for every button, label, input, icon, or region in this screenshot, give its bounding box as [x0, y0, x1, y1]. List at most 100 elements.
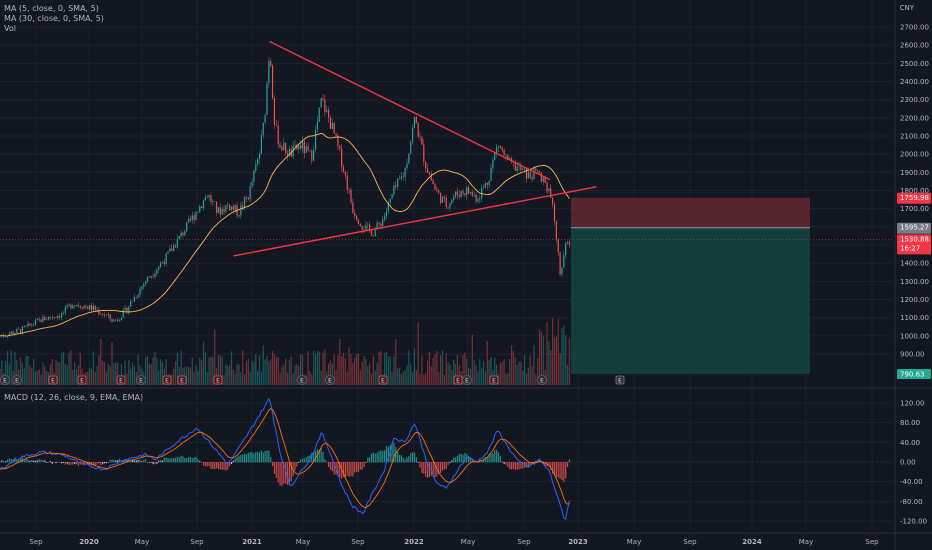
earnings-marker-icon[interactable]: E [489, 375, 499, 385]
candle-body [326, 109, 328, 112]
earnings-marker-icon[interactable]: E [12, 375, 22, 385]
volume-bar [10, 350, 12, 385]
candle-body [70, 304, 72, 309]
x-tick-label: 2022 [404, 538, 424, 546]
candle-body [247, 197, 249, 200]
macd-histogram-bar [398, 454, 401, 463]
macd-histogram-bar [281, 462, 283, 486]
volume-bar [475, 365, 477, 385]
earnings-marker-icon[interactable]: E [325, 375, 335, 385]
volume-bar [301, 354, 304, 385]
candle-body [501, 147, 503, 150]
macd-histogram-bar [555, 462, 557, 478]
volume-bar [109, 366, 111, 385]
macd-histogram-bar [440, 462, 442, 473]
macd-histogram-bar [12, 459, 14, 463]
candle-body [413, 117, 416, 128]
volume-bar [398, 367, 401, 385]
volume-bar [309, 371, 311, 385]
trendlines[interactable] [233, 40, 597, 257]
candle-body [249, 186, 251, 200]
macd-histogram-bar [111, 459, 113, 463]
volume-bar [367, 366, 369, 385]
earnings-marker-icon[interactable]: E [537, 375, 547, 385]
volume-bar [92, 351, 94, 385]
ma30-line [0, 132, 570, 337]
candle-body [33, 324, 35, 326]
macd-y-tick-label: -80.00 [900, 498, 923, 506]
earnings-marker-icon[interactable]: E [77, 375, 87, 385]
position-tool[interactable] [0, 197, 892, 374]
earnings-marker-icon[interactable]: E [462, 375, 472, 385]
candle-body [8, 333, 10, 336]
macd-histogram-bar [150, 462, 152, 463]
x-tick-label: May [135, 538, 149, 546]
volume-bar [352, 362, 354, 385]
candle-body [240, 205, 242, 216]
macd-histogram-bar [454, 457, 457, 463]
candle-body [197, 211, 199, 213]
earnings-marker-icon[interactable]: E [297, 375, 307, 385]
earnings-marker-icon[interactable]: E [378, 375, 388, 385]
candle-body [217, 207, 220, 213]
volume-bar [537, 358, 539, 385]
legend-ma5[interactable]: MA (5, close, 0, SMA, 5) [4, 4, 99, 13]
volume-bar [0, 368, 1, 385]
candle-body [150, 276, 152, 278]
candle-body [279, 144, 281, 148]
volume-bar [397, 368, 399, 385]
macd-histogram-bar [378, 451, 380, 463]
volume-bar [6, 350, 9, 385]
candle-body [484, 183, 487, 188]
resistance-trendline[interactable] [269, 40, 551, 181]
legend-ma30[interactable]: MA (30, close, 0, SMA, 5) [4, 14, 104, 23]
candle-body [529, 171, 531, 178]
candle-body [232, 206, 234, 210]
macd-histogram-bar [103, 462, 106, 464]
legend-macd[interactable]: MACD (12, 26, close, 9, EMA, EMA) [4, 393, 144, 402]
earnings-marker-icon[interactable]: E [48, 375, 58, 385]
candle-body [260, 135, 262, 154]
candle-body [322, 98, 324, 100]
macd-histogram-bar [240, 454, 242, 463]
macd-histogram-bar [118, 458, 121, 463]
legend-volume[interactable]: Vol [4, 24, 16, 33]
earnings-marker-icon[interactable]: E [116, 375, 126, 385]
earnings-marker-icon[interactable]: E [453, 375, 463, 385]
macd-histogram-bar [568, 459, 571, 463]
volume-bar [253, 361, 255, 385]
macd-histogram-bar [387, 446, 389, 463]
volume-bar [193, 372, 195, 385]
earnings-badge [77, 375, 87, 385]
volume-bar [271, 350, 274, 385]
earnings-marker-icon[interactable]: E [177, 375, 187, 385]
macd-histogram-bar [5, 461, 7, 463]
earnings-marker-icon[interactable]: E [162, 375, 172, 385]
stop-loss-zone[interactable] [571, 197, 810, 228]
take-profit-zone[interactable] [571, 227, 810, 374]
earnings-marker-icon[interactable]: E [213, 375, 223, 385]
macd-histogram-bar [430, 462, 432, 476]
volume-bar [458, 365, 460, 385]
volume-bar [68, 352, 70, 385]
volume-bar [436, 351, 438, 385]
candle-body [122, 310, 124, 318]
candle-body [120, 317, 122, 321]
candle-body [111, 318, 113, 322]
candle-body [460, 191, 462, 197]
support-trendline[interactable] [233, 186, 597, 257]
volume-bar [316, 351, 318, 385]
earnings-marker-icon[interactable]: E [0, 375, 10, 385]
candle-body [148, 276, 150, 278]
earnings-marker-icon[interactable]: E [136, 375, 146, 385]
earnings-glyph: E [119, 378, 123, 385]
macd-histogram-bar [421, 462, 423, 473]
volume-bar [62, 352, 65, 385]
volume-bar [561, 327, 563, 385]
earnings-marker-icon[interactable]: E [615, 375, 625, 385]
candle-body [316, 121, 318, 131]
candle-body [443, 196, 445, 198]
volume-bar [509, 358, 511, 385]
